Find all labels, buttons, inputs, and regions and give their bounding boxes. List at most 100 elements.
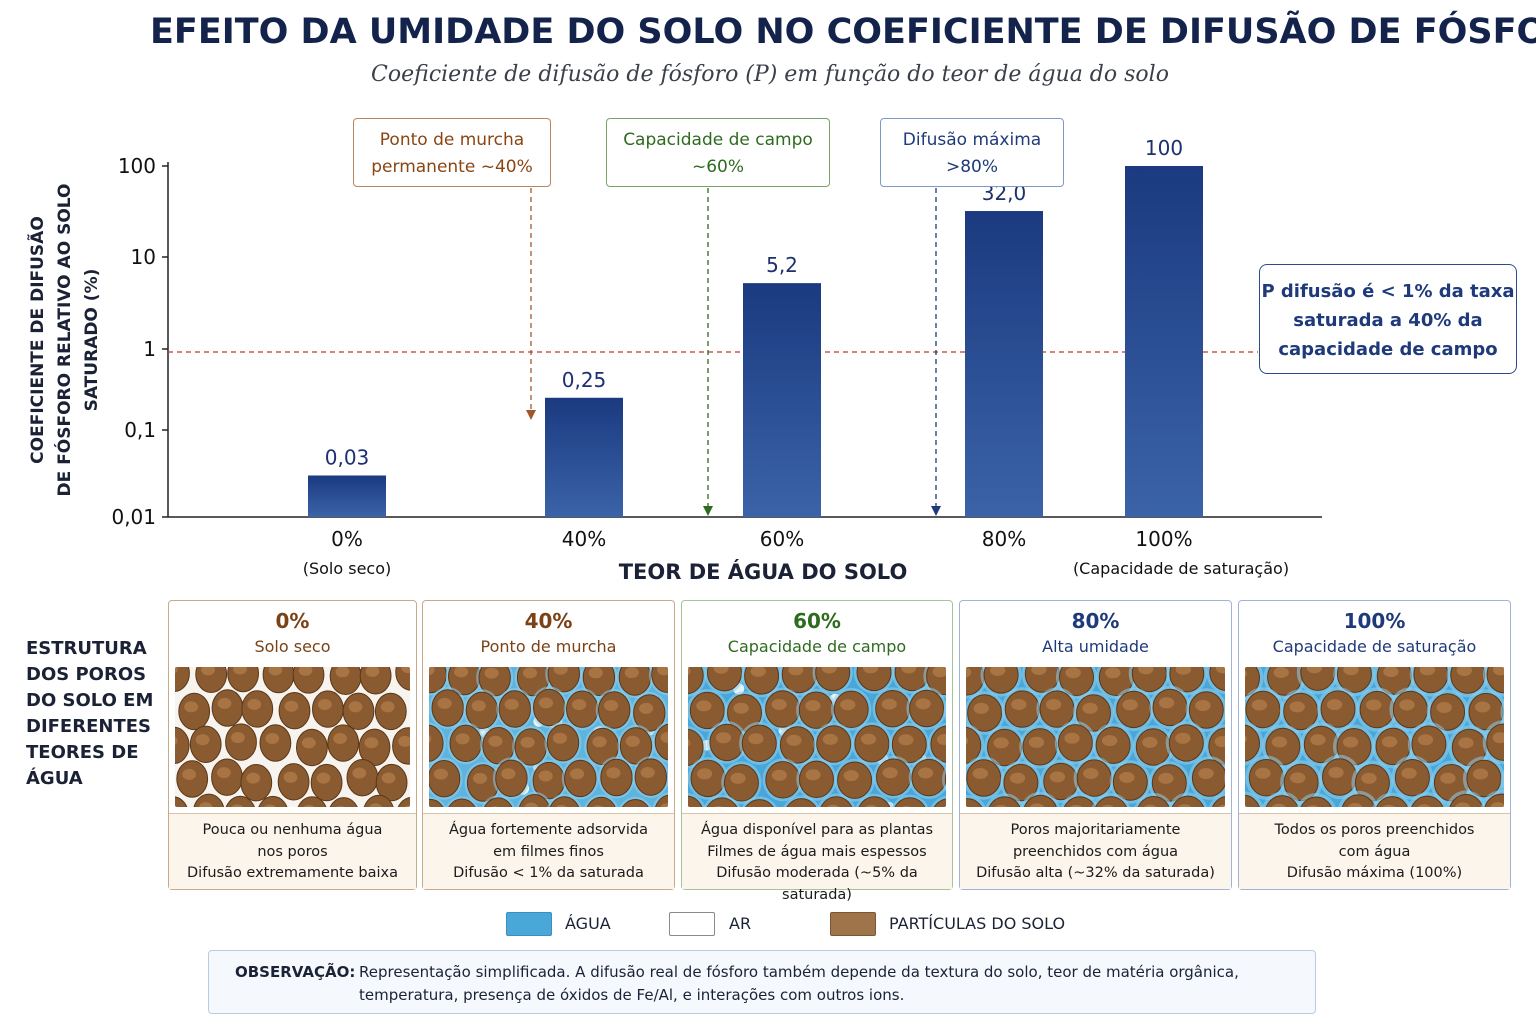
pore-card: 80% Alta umidade Poros majoritariamente … xyxy=(959,600,1232,890)
particle-highlight xyxy=(1492,732,1504,744)
particle-highlight xyxy=(918,767,934,779)
soil-particle xyxy=(297,796,327,807)
water-film xyxy=(942,766,946,793)
pore-card-description: Todos os poros preenchidos com água Difu… xyxy=(1239,813,1510,889)
particle-highlight xyxy=(1472,768,1489,780)
particle-highlight xyxy=(364,737,379,749)
particle-highlight xyxy=(1458,737,1474,749)
particle-highlight xyxy=(1177,804,1192,807)
pore-card-description: Água fortemente adsorvida em filmes fino… xyxy=(423,813,674,889)
soil-particles-svg xyxy=(966,667,1225,807)
soil-particle xyxy=(1265,795,1299,807)
particle-highlight xyxy=(1251,699,1268,711)
soil-particle xyxy=(484,797,513,807)
particle-highlight xyxy=(1417,734,1434,746)
particle-highlight xyxy=(657,667,668,676)
description-line: Água disponível para as plantas xyxy=(700,822,934,838)
observation-line: temperatura, presença de óxidos de Fe/Al… xyxy=(359,986,905,1004)
particle-highlight xyxy=(821,667,837,674)
soil-particle xyxy=(1300,796,1332,807)
particle-highlight xyxy=(552,732,567,744)
particle-highlight xyxy=(455,733,470,745)
particle-highlight xyxy=(380,701,395,713)
particle-highlight xyxy=(555,804,567,807)
particle-highlight xyxy=(1175,732,1191,744)
particle-highlight xyxy=(1082,702,1098,714)
description-line: com água xyxy=(1338,843,1411,860)
particle-highlight xyxy=(381,772,396,784)
particle-highlight xyxy=(1198,768,1214,779)
pore-label-line: DIFERENTES xyxy=(26,716,151,737)
particle-highlight xyxy=(1011,699,1027,710)
particle-highlight xyxy=(1347,803,1363,807)
soil-pore-illustration xyxy=(1245,667,1504,807)
particle-highlight xyxy=(401,667,410,674)
soil-particle xyxy=(856,667,892,692)
particle-highlight xyxy=(195,734,210,746)
soil-particle xyxy=(1023,794,1057,807)
particle-highlight xyxy=(786,734,802,746)
callout-line: capacidade de campo xyxy=(1278,339,1498,360)
observation-label: OBSERVAÇÃO: xyxy=(235,963,356,981)
pore-label-line: TEORES DE xyxy=(26,742,139,763)
particle-highlight xyxy=(1119,771,1135,783)
particle-highlight xyxy=(966,736,969,745)
pore-card: 0% Solo seco Pouca ou nenhuma água nos p… xyxy=(168,600,417,890)
soil-particle xyxy=(586,796,616,807)
soil-particle xyxy=(1171,795,1205,807)
particle-highlight xyxy=(369,803,383,807)
particle-highlight xyxy=(1401,767,1417,779)
bar-value-label: 100 xyxy=(1145,136,1183,160)
particle-highlight xyxy=(1273,667,1289,678)
particle-highlight xyxy=(184,701,198,713)
chart-subtitle: Coeficiente de difusão de fósforo (P) em… xyxy=(371,62,1169,87)
particle-highlight xyxy=(1310,734,1326,746)
description-line: Água fortemente adsorvida xyxy=(449,822,648,838)
callout-wilting-point: Ponto de murcha permanente ~40% xyxy=(353,118,551,187)
soil-particle xyxy=(1063,796,1096,807)
particle-highlight xyxy=(881,698,897,710)
soil-particle xyxy=(1095,796,1127,807)
particle-highlight xyxy=(1381,736,1398,748)
pore-card-description: Pouca ou nenhuma água nos poros Difusão … xyxy=(169,813,416,889)
particle-highlight xyxy=(437,697,452,709)
particle-highlight xyxy=(915,698,931,710)
bar xyxy=(1125,166,1203,517)
observation-text: Representação simplificada. A difusão re… xyxy=(359,961,1299,1007)
particle-highlight xyxy=(1306,805,1319,807)
particle-highlight xyxy=(471,700,486,712)
particle-highlight xyxy=(1143,804,1157,807)
particle-highlight xyxy=(1245,804,1248,807)
soil-particle xyxy=(175,667,190,692)
particle-highlight xyxy=(771,769,787,781)
soil-particle xyxy=(815,667,851,692)
bar xyxy=(545,397,623,517)
soil-particle xyxy=(1245,724,1260,762)
particle-highlight xyxy=(1175,667,1192,675)
water-film xyxy=(666,773,668,789)
particle-highlight xyxy=(570,768,585,780)
x-tick-label: 40% xyxy=(562,527,606,551)
particle-highlight xyxy=(750,667,766,677)
soil-particle xyxy=(688,728,704,766)
particle-highlight xyxy=(1158,697,1175,709)
particle-highlight xyxy=(1366,699,1382,711)
soil-particle xyxy=(933,798,946,807)
particle-highlight xyxy=(1195,700,1211,711)
particle-highlight xyxy=(1029,803,1045,807)
particle-highlight xyxy=(264,804,276,807)
soil-particle xyxy=(363,794,394,807)
particle-highlight xyxy=(1215,667,1225,674)
particle-highlight xyxy=(335,667,350,678)
callout-field-capacity: Capacidade de campo ~60% xyxy=(606,118,830,187)
observation-box: OBSERVAÇÃO: Representação simplificada. … xyxy=(208,950,1316,1014)
x-tick-label: 80% xyxy=(982,527,1026,551)
soil-particle xyxy=(745,799,774,807)
pore-label-line: ESTRUTURA xyxy=(26,638,147,659)
particle-highlight xyxy=(524,802,539,807)
soil-particle xyxy=(622,799,649,807)
particle-highlight xyxy=(404,805,410,807)
particle-highlight xyxy=(865,805,877,807)
water-film xyxy=(1224,772,1225,784)
particle-highlight xyxy=(1028,736,1045,748)
